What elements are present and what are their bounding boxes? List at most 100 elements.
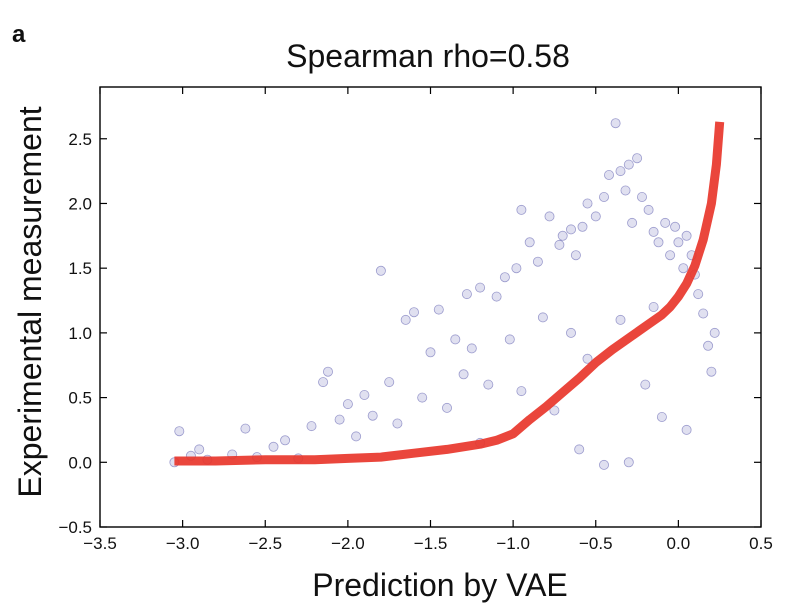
y-tick-label: −0.5 xyxy=(58,518,92,537)
scatter-point xyxy=(604,169,615,180)
scatter-point xyxy=(599,459,610,470)
y-tick-label: 0.0 xyxy=(68,453,92,472)
scatter-point xyxy=(566,224,577,235)
scatter-point xyxy=(615,166,626,177)
scatter-point xyxy=(466,343,477,354)
x-axis-label: Prediction by VAE xyxy=(312,567,568,603)
scatter-point xyxy=(706,366,717,377)
scatter-point xyxy=(375,265,386,276)
scatter-point xyxy=(433,304,444,315)
scatter-point xyxy=(623,159,634,170)
scatter-point xyxy=(417,392,428,403)
scatter-point xyxy=(554,239,565,250)
scatter-point xyxy=(709,327,720,338)
scatter-point xyxy=(623,457,634,468)
chart-title: Spearman rho=0.58 xyxy=(286,38,570,74)
scatter-point xyxy=(627,217,638,228)
scatter-point xyxy=(599,191,610,202)
y-tick-label: 1.0 xyxy=(68,324,92,343)
scatter-point xyxy=(640,379,651,390)
y-tick-label: 2.5 xyxy=(68,130,92,149)
scatter-point xyxy=(516,386,527,397)
scatter-point xyxy=(351,431,362,442)
scatter-point xyxy=(549,405,560,416)
scatter-point xyxy=(322,366,333,377)
scatter-point xyxy=(174,426,185,437)
x-tick-label: −3.5 xyxy=(83,534,117,553)
panel-label: a xyxy=(12,21,26,48)
scatter-point xyxy=(632,153,643,164)
scatter-point xyxy=(577,221,588,232)
scatter-point xyxy=(511,263,522,274)
scatter-point xyxy=(458,369,469,380)
scatter-point xyxy=(637,191,648,202)
scatter-point xyxy=(400,314,411,325)
scatter-point xyxy=(574,444,585,455)
scatter-point xyxy=(280,435,291,446)
x-tick-label: −2.5 xyxy=(248,534,282,553)
scatter-point xyxy=(610,118,621,129)
scatter-point xyxy=(367,410,378,421)
scatter-point xyxy=(240,423,251,434)
scatter-point xyxy=(425,347,436,358)
x-tick-label: −2.0 xyxy=(331,534,365,553)
scatter-point xyxy=(673,237,684,248)
scatter-point xyxy=(475,282,486,293)
scatter-point xyxy=(544,211,555,222)
scatter-point xyxy=(557,230,568,241)
scatter-point xyxy=(450,334,461,345)
scatter-point xyxy=(194,444,205,455)
scatter-point xyxy=(648,301,659,312)
y-tick-label: 2.0 xyxy=(68,194,92,213)
scatter-point xyxy=(537,312,548,323)
scatter-point xyxy=(392,418,403,429)
scatter-point xyxy=(656,411,667,422)
scatter-point xyxy=(318,377,329,388)
scatter-point xyxy=(660,217,671,228)
scatter-point xyxy=(441,402,452,413)
scatter-point xyxy=(665,250,676,261)
scatter-point xyxy=(516,204,527,215)
scatter-point xyxy=(643,204,654,215)
scatter-point xyxy=(483,379,494,390)
scatter-point xyxy=(681,230,692,241)
scatter-point xyxy=(703,340,714,351)
scatter-point xyxy=(620,185,631,196)
fit-curve xyxy=(174,121,725,466)
plot-frame xyxy=(99,86,762,528)
scatter-point xyxy=(570,250,581,261)
scatter-point xyxy=(653,237,664,248)
axis-ticks: −3.5 −3.0 −2.5 −2.0 −1.5 −1.0 −0.5 0.0 0.5 −0.5 0.… xyxy=(58,87,773,553)
scatter-point xyxy=(590,211,601,222)
x-tick-label: −1.5 xyxy=(414,534,448,553)
scatter-point xyxy=(408,307,419,318)
scatter-point xyxy=(582,198,593,209)
y-axis-label: Experimental measurement xyxy=(12,106,48,497)
x-tick-label: −1.0 xyxy=(496,534,530,553)
scatter-point xyxy=(566,327,577,338)
scatter-point xyxy=(504,334,515,345)
scatter-point xyxy=(268,441,279,452)
scatter-points xyxy=(169,118,720,470)
x-tick-label: 0.0 xyxy=(667,534,691,553)
scatter-point xyxy=(582,353,593,364)
x-tick-label: −3.0 xyxy=(166,534,200,553)
scatter-point xyxy=(342,399,353,410)
scatter-point xyxy=(698,308,709,319)
y-tick-label: 1.5 xyxy=(68,259,92,278)
scatter-point xyxy=(524,237,535,248)
scatter-point xyxy=(461,289,472,300)
scatter-point xyxy=(359,389,370,400)
scatter-point xyxy=(306,421,317,432)
scatter-point xyxy=(491,291,502,302)
scatter-point xyxy=(499,272,510,283)
scatter-point xyxy=(693,289,704,300)
scatter-point xyxy=(670,221,681,232)
y-tick-label: 0.5 xyxy=(68,389,92,408)
scatter-point xyxy=(384,377,395,388)
scatter-point xyxy=(615,314,626,325)
x-tick-label: −0.5 xyxy=(579,534,613,553)
scatter-point xyxy=(648,226,659,237)
x-tick-label: 0.5 xyxy=(749,534,773,553)
scatter-point xyxy=(334,414,345,425)
